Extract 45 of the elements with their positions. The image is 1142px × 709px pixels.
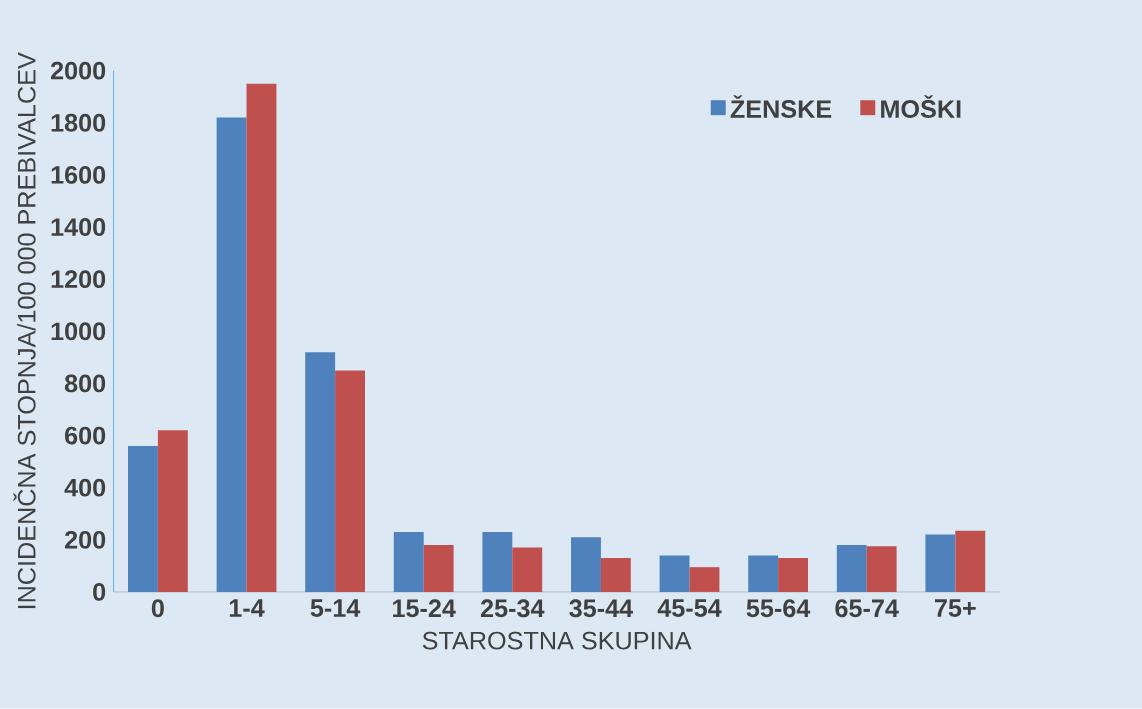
bar — [955, 530, 986, 593]
y-tick-label: 1800 — [51, 114, 106, 132]
bar — [246, 83, 277, 593]
bar — [571, 537, 601, 593]
bar — [600, 558, 631, 593]
x-tick-label: 5-14 — [310, 599, 361, 618]
bar — [305, 352, 336, 593]
x-tick-label: 45-54 — [657, 599, 722, 618]
bar — [423, 545, 454, 593]
y-tick-label: 1400 — [51, 218, 106, 237]
bar — [482, 532, 513, 593]
y-tick-label: 1000 — [51, 322, 106, 341]
y-tick-label: 0 — [93, 583, 106, 602]
bar — [748, 555, 779, 593]
y-tick-label: 1600 — [51, 166, 106, 185]
y-tick-label: 200 — [65, 531, 106, 549]
x-tick-label: 55-64 — [746, 599, 811, 618]
legend-label: MOŠKI — [881, 95, 961, 119]
bar — [393, 532, 424, 593]
y-tick-label: 600 — [65, 426, 106, 445]
bar — [157, 430, 188, 593]
x-tick-label: 35-44 — [569, 599, 633, 618]
y-tick-label: 800 — [64, 374, 106, 393]
x-tick-label: 75+ — [935, 599, 976, 618]
legend-label: ŽENSKE — [730, 95, 832, 119]
y-tick-label: 1200 — [51, 270, 106, 289]
bar — [216, 117, 247, 593]
bar — [925, 534, 956, 593]
y-tick-label: 400 — [64, 478, 106, 497]
x-tick-label: 15-24 — [393, 599, 456, 618]
x-axis-title: STAROSTNA SKUPINA — [422, 631, 692, 650]
x-tick-label: 1-4 — [229, 599, 265, 617]
bar — [335, 370, 365, 593]
bar — [659, 555, 690, 593]
bar — [866, 546, 897, 593]
bar — [836, 545, 867, 593]
bar — [689, 567, 720, 593]
x-tick-label: 65-74 — [835, 599, 899, 618]
bar — [512, 547, 543, 593]
y-tick-label: 2000 — [50, 61, 106, 80]
bar — [128, 446, 158, 593]
x-tick-label: 0 — [151, 599, 164, 618]
bar — [778, 558, 809, 593]
x-tick-label: 25-34 — [480, 599, 545, 618]
y-axis-title: INCIDENČNA STOPNJA/100 000 PREBIVALCEV — [13, 52, 36, 609]
